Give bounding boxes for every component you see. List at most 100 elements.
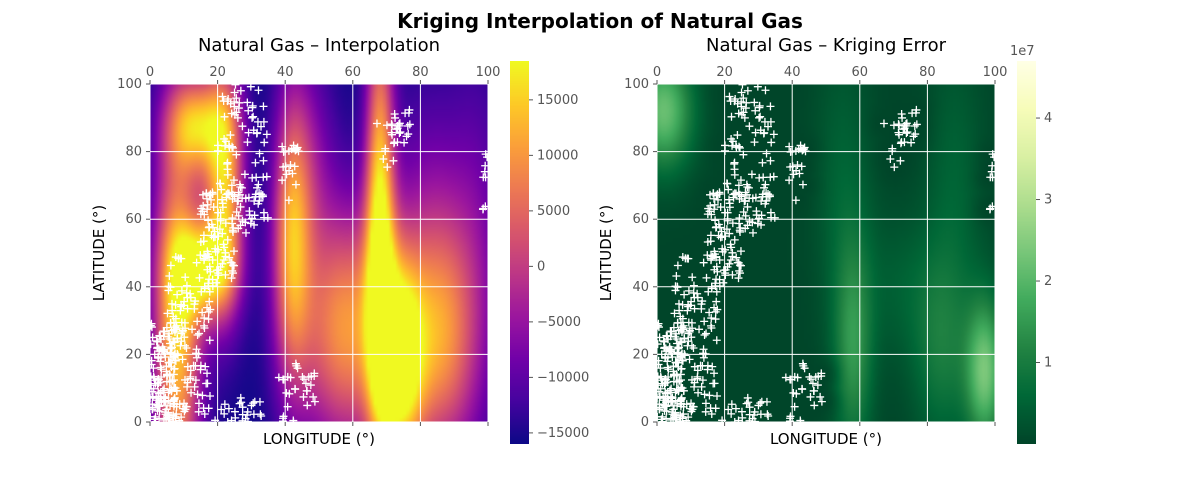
sample-marker [742, 399, 751, 408]
sample-marker [740, 113, 749, 122]
sample-marker [737, 192, 746, 201]
sample-marker [817, 397, 826, 406]
colorbar-tick-label: 5000 [537, 204, 570, 219]
sample-marker [390, 109, 399, 118]
sample-marker [233, 113, 242, 122]
sample-marker [148, 333, 157, 342]
sample-marker [191, 362, 200, 371]
sample-marker [175, 400, 184, 409]
sample-marker [655, 400, 664, 409]
sample-marker [685, 355, 694, 364]
sample-marker [165, 377, 174, 386]
sample-marker [711, 404, 720, 413]
sample-marker [808, 379, 817, 388]
sample-marker [699, 349, 708, 358]
sample-marker [238, 122, 247, 131]
sample-marker [733, 131, 742, 140]
sample-marker [654, 356, 663, 365]
sample-marker [685, 404, 694, 413]
sample-marker [167, 343, 176, 352]
sample-marker [254, 86, 263, 95]
sample-marker [731, 94, 740, 103]
sample-marker [685, 327, 694, 336]
sample-marker [732, 253, 741, 262]
sample-marker [204, 252, 213, 261]
sample-marker [181, 273, 190, 282]
sample-marker [806, 392, 815, 401]
sample-marker [250, 220, 259, 229]
sample-marker [731, 141, 740, 150]
sample-marker [789, 388, 798, 397]
sample-marker [194, 399, 203, 408]
colorbar-tick-label: 3 [1044, 193, 1052, 208]
sample-marker [710, 369, 719, 378]
sample-marker [742, 190, 751, 199]
sample-marker [229, 247, 238, 256]
sample-marker [232, 150, 241, 159]
sample-marker [255, 397, 264, 406]
sample-marker [221, 248, 230, 257]
sample-marker [166, 319, 175, 328]
sample-marker [682, 400, 691, 409]
sample-marker [712, 262, 721, 271]
sample-marker [290, 384, 299, 393]
sample-marker [756, 112, 765, 121]
colorbar-tick-label: 15000 [537, 93, 578, 108]
y-tick-label: 0 [134, 415, 142, 430]
sample-marker [988, 173, 997, 182]
sample-marker [732, 189, 741, 198]
sample-marker [204, 282, 213, 291]
sample-marker [745, 122, 754, 131]
sample-marker [166, 348, 175, 357]
left-colorbar-ticks: −15000 −10000 −5000 0 5000 10000 15000 [529, 93, 589, 441]
sample-marker [208, 190, 217, 199]
sample-marker [202, 194, 211, 203]
sample-marker [653, 394, 662, 403]
sample-marker [256, 410, 265, 419]
y-tick-label: 60 [632, 212, 649, 227]
sample-marker [658, 379, 667, 388]
sample-marker [220, 112, 229, 121]
sample-marker [160, 327, 169, 336]
right-sample-markers [653, 80, 999, 426]
sample-marker [203, 247, 212, 256]
sample-marker [234, 196, 243, 205]
sample-marker [767, 138, 776, 147]
sample-marker [161, 353, 170, 362]
sample-marker [797, 384, 806, 393]
sample-marker [177, 286, 186, 295]
sample-marker [306, 381, 315, 390]
sample-marker [200, 282, 209, 291]
sample-marker [697, 382, 706, 391]
y-tick-label: 80 [125, 145, 142, 160]
sample-marker [724, 405, 733, 414]
sample-marker [283, 402, 292, 411]
sample-marker [224, 404, 233, 413]
sample-marker [166, 282, 175, 291]
sample-marker [712, 222, 721, 231]
sample-marker [290, 162, 299, 171]
sample-marker [227, 274, 236, 283]
sample-marker [157, 365, 166, 374]
sample-marker [481, 161, 490, 170]
sample-marker [799, 145, 808, 154]
sample-marker [227, 181, 236, 190]
sample-marker [154, 352, 163, 361]
sample-marker [178, 327, 187, 336]
sample-marker [764, 411, 773, 420]
sample-marker [700, 317, 709, 326]
sample-marker [879, 119, 888, 128]
sample-marker [243, 417, 252, 426]
sample-marker [723, 208, 732, 217]
sample-marker [395, 119, 404, 128]
sample-marker [372, 119, 381, 128]
sample-marker [483, 153, 492, 162]
sample-marker [244, 193, 253, 202]
right-x-axis-label: LONGITUDE (°) [770, 430, 882, 448]
left-sample-markers [146, 80, 492, 426]
sample-marker [229, 176, 238, 185]
y-tick-label: 40 [125, 280, 142, 295]
sample-marker [886, 155, 895, 164]
sample-marker [748, 228, 757, 237]
sample-marker [901, 120, 910, 129]
